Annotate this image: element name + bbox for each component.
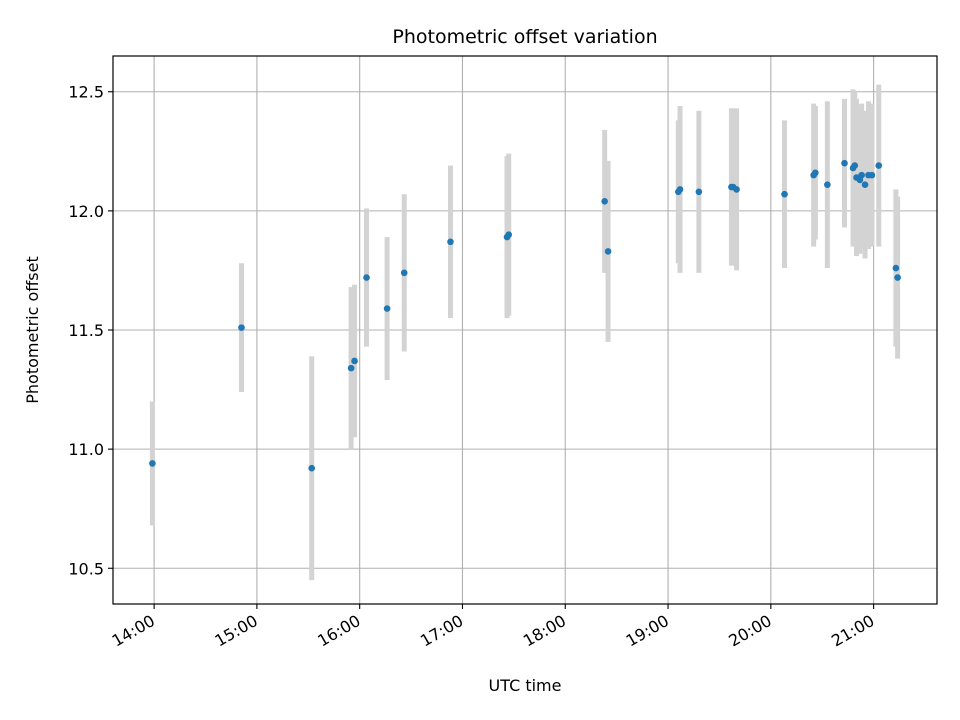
data-point [383,305,391,312]
data-point [851,162,859,169]
data-point [351,357,358,365]
data-point [505,231,513,238]
data-point [676,186,684,193]
x-axis-label: UTC time [489,676,562,695]
data-point [781,190,788,198]
data-point [363,274,370,281]
data-point [308,464,316,472]
y-tick-label: 11.0 [68,440,104,459]
y-axis-ticks: 10.5 11.0 11.5 12.0 12.5 [68,83,113,578]
y-tick-label: 12.5 [68,83,104,102]
y-axis-label: Photometric offset [23,256,42,404]
chart-title: Photometric offset variation [392,26,657,48]
data-point [868,171,876,179]
data-point [858,171,865,179]
data-point [875,162,883,169]
data-point [238,324,245,331]
data-point [695,188,703,196]
data-point [824,181,831,188]
grid [113,56,937,604]
data-point [447,238,454,246]
data-point [892,264,900,272]
data-point [400,269,408,277]
data-point [601,198,608,205]
y-tick-label: 11.5 [68,321,104,340]
data-point [894,274,901,281]
data-point [733,186,740,193]
data-point [604,248,612,255]
y-tick-label: 12.0 [68,202,104,221]
data-point [812,169,819,177]
data-point [149,460,156,467]
data-points [149,159,901,472]
data-point [347,364,355,372]
data-point [861,181,869,188]
y-tick-label: 10.5 [68,559,104,578]
data-point [841,159,848,167]
